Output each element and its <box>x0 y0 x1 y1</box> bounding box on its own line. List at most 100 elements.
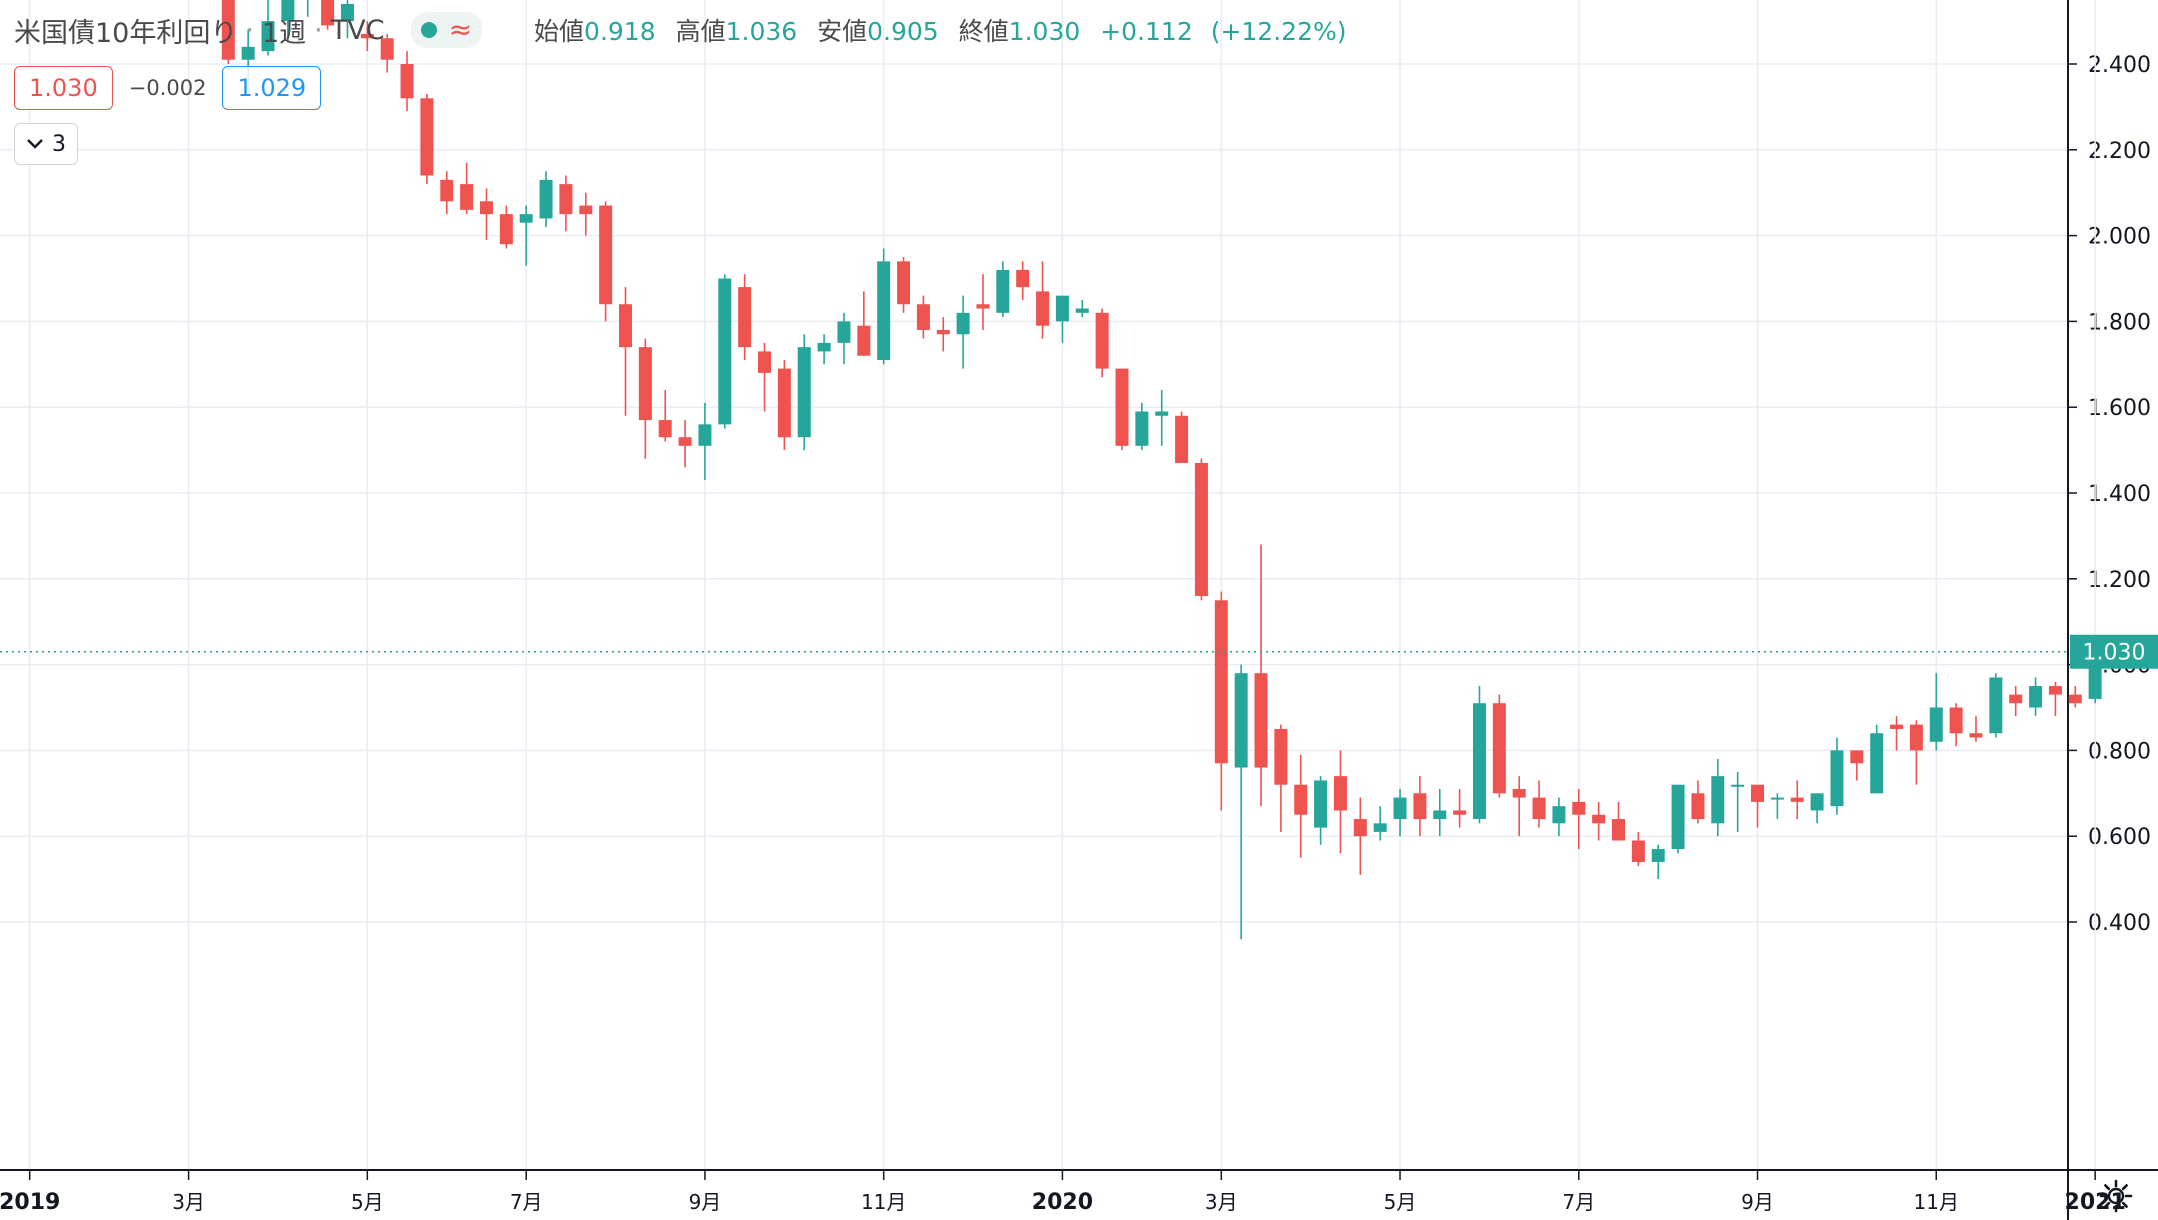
market-status[interactable]: ≈ <box>410 12 483 48</box>
candle[interactable] <box>499 205 513 249</box>
candle[interactable] <box>1651 844 1665 880</box>
candle[interactable] <box>638 338 652 459</box>
candle[interactable] <box>1850 750 1864 781</box>
candle[interactable] <box>678 420 692 468</box>
candle[interactable] <box>1969 716 1983 742</box>
candle[interactable] <box>1989 673 2003 738</box>
candle[interactable] <box>1155 390 1169 446</box>
candle[interactable] <box>1731 771 1745 832</box>
symbol-name[interactable]: 米国債10年利回り <box>14 17 238 49</box>
candle[interactable] <box>1909 720 1923 785</box>
candle[interactable] <box>301 0 314 17</box>
candle[interactable] <box>698 402 712 481</box>
candle[interactable] <box>797 334 811 451</box>
candle[interactable] <box>1870 724 1884 794</box>
candle[interactable] <box>1254 544 1268 807</box>
candle[interactable] <box>936 317 950 352</box>
candle[interactable] <box>519 205 533 266</box>
candle[interactable] <box>281 0 295 43</box>
candle[interactable] <box>619 287 632 416</box>
candle[interactable] <box>1711 758 1725 837</box>
candle[interactable] <box>1234 664 1248 940</box>
candle[interactable] <box>1333 750 1347 854</box>
candle[interactable] <box>1830 737 1844 815</box>
candle[interactable] <box>916 295 930 339</box>
candle[interactable] <box>1314 776 1328 845</box>
candle[interactable] <box>956 295 970 369</box>
candle[interactable] <box>1353 797 1367 875</box>
candle[interactable] <box>1016 261 1030 300</box>
candle[interactable] <box>1393 789 1407 837</box>
candle[interactable] <box>1770 793 1784 820</box>
candle[interactable] <box>1194 458 1208 601</box>
candle[interactable] <box>1274 724 1288 832</box>
candle[interactable] <box>1592 801 1606 841</box>
candle[interactable] <box>857 291 871 356</box>
candle[interactable] <box>1115 368 1129 451</box>
candle[interactable] <box>1671 784 1685 854</box>
candle[interactable] <box>777 360 791 451</box>
candle[interactable] <box>1373 806 1387 841</box>
candle[interactable] <box>758 342 772 412</box>
candle[interactable] <box>261 0 275 56</box>
candle[interactable] <box>1532 780 1546 828</box>
candle[interactable] <box>738 274 752 361</box>
candle[interactable] <box>976 274 990 330</box>
candle[interactable] <box>1036 261 1050 339</box>
candle[interactable] <box>2009 686 2023 717</box>
candle[interactable] <box>1294 754 1308 858</box>
candle[interactable] <box>658 390 672 442</box>
gear-icon[interactable] <box>2096 1176 2136 1216</box>
candle[interactable] <box>360 21 374 52</box>
interval-label[interactable]: 1週 <box>261 17 307 49</box>
candle[interactable] <box>2029 677 2043 717</box>
candle[interactable] <box>1751 784 1765 828</box>
candle[interactable] <box>440 171 454 215</box>
candle[interactable] <box>579 192 593 236</box>
candle[interactable] <box>877 248 891 365</box>
candle[interactable] <box>479 188 493 240</box>
candle[interactable] <box>1055 295 1069 343</box>
candle[interactable] <box>718 274 732 429</box>
candle[interactable] <box>599 201 613 322</box>
candle[interactable] <box>1492 694 1506 798</box>
candle[interactable] <box>1214 591 1228 811</box>
candle[interactable] <box>1810 793 1824 824</box>
candle[interactable] <box>1472 686 1486 824</box>
sell-price-box[interactable]: 1.030 <box>14 66 113 110</box>
candle[interactable] <box>1890 716 1904 751</box>
candle[interactable] <box>1929 673 1943 751</box>
candle[interactable] <box>1095 308 1109 378</box>
candle[interactable] <box>559 175 573 232</box>
candle[interactable] <box>1790 780 1804 820</box>
candle[interactable] <box>996 261 1010 318</box>
candle[interactable] <box>460 162 474 215</box>
candle[interactable] <box>1135 402 1149 451</box>
candle[interactable] <box>1631 831 1645 867</box>
candle[interactable] <box>321 0 335 30</box>
candle[interactable] <box>420 94 434 185</box>
candle[interactable] <box>897 257 911 313</box>
candle[interactable] <box>1433 789 1447 837</box>
candle[interactable] <box>1949 703 1963 747</box>
indicators-toggle-button[interactable]: 3 <box>14 123 78 165</box>
buy-price-box[interactable]: 1.029 <box>222 66 322 110</box>
candle[interactable] <box>221 0 235 64</box>
candle[interactable] <box>400 51 414 112</box>
candle[interactable] <box>380 33 394 73</box>
candle[interactable] <box>2048 681 2062 717</box>
candle[interactable] <box>1413 776 1427 837</box>
candle[interactable] <box>1453 789 1467 828</box>
candle[interactable] <box>1075 299 1089 318</box>
candle[interactable] <box>539 171 553 228</box>
candle[interactable] <box>817 334 831 365</box>
candle[interactable] <box>340 0 354 39</box>
candle[interactable] <box>1512 776 1526 837</box>
candle[interactable] <box>837 312 851 365</box>
candle[interactable] <box>1175 411 1189 463</box>
candle[interactable] <box>1552 797 1566 837</box>
candle[interactable] <box>1691 780 1705 824</box>
candle[interactable] <box>2068 686 2082 708</box>
candle[interactable] <box>1612 801 1625 841</box>
